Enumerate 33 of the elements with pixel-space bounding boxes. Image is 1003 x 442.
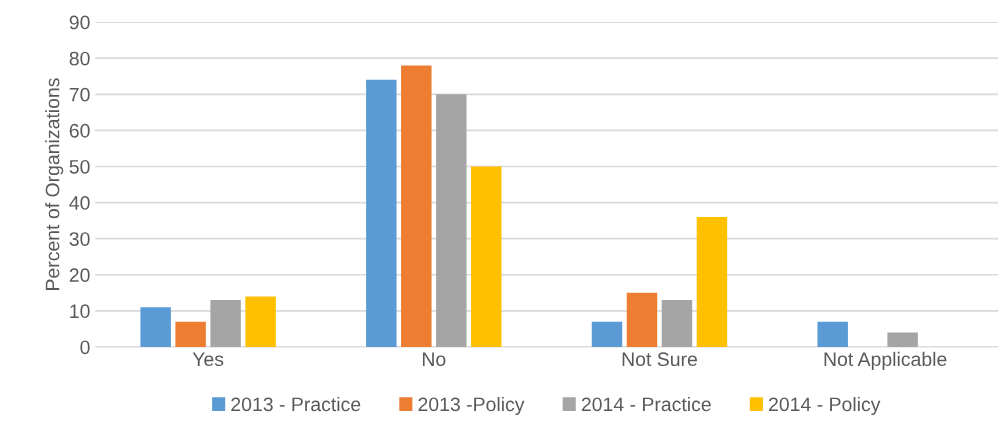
bar	[696, 217, 728, 347]
y-tick-label: 30	[69, 232, 90, 246]
bar	[626, 292, 658, 347]
bar	[887, 332, 918, 347]
legend-label: 2014 - Policy	[769, 396, 881, 416]
bar	[471, 166, 502, 347]
x-tick-label: No	[422, 352, 446, 367]
y-axis-title: Percent of Organizations	[45, 78, 64, 290]
x-tick-label: Not Sure	[622, 352, 697, 367]
bar	[436, 94, 467, 347]
y-tick-label: 40	[69, 196, 90, 210]
y-tick-label: 10	[70, 304, 90, 319]
bar	[661, 300, 693, 347]
x-tick-label: Not Applicable	[824, 351, 947, 370]
bar	[140, 307, 171, 347]
bar	[245, 296, 276, 347]
y-tick-label: 20	[69, 268, 90, 283]
bar	[175, 321, 206, 347]
bar	[401, 65, 432, 347]
y-tick-label: 50	[69, 159, 90, 174]
y-tick-label: 0	[80, 340, 90, 355]
y-tick-label: 60	[69, 123, 90, 138]
bar	[817, 321, 848, 347]
legend-label: 2014 - Practice	[581, 396, 711, 412]
bar	[210, 300, 241, 347]
y-tick-label: 80	[69, 51, 90, 66]
bar	[591, 321, 623, 347]
bar	[366, 79, 397, 347]
x-tick-label: Yes	[192, 352, 224, 367]
legend-label: 2013 - Practice	[231, 396, 361, 412]
legend-label: 2013 -Policy	[418, 396, 525, 416]
y-tick-label: 70	[69, 87, 90, 102]
y-tick-label: 90	[69, 15, 90, 30]
